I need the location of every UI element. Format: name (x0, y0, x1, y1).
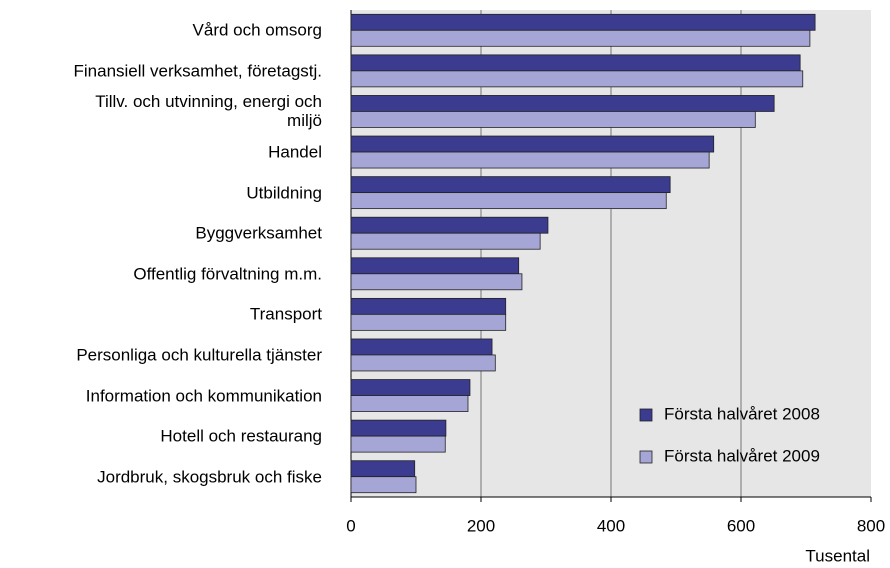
bar (350, 419, 447, 437)
y-tick-label: Jordbruk, skogsbruk och fiske (97, 467, 322, 487)
bar (350, 29, 811, 47)
bar (350, 460, 416, 478)
bar (350, 476, 417, 494)
y-tick-label: Information och kommunikation (85, 386, 322, 406)
bar (350, 151, 710, 169)
x-axis-label: Tusental (805, 546, 870, 565)
bar (350, 354, 496, 372)
bar (350, 216, 549, 234)
bar (350, 13, 816, 31)
bar (350, 313, 507, 331)
x-tick-label: 0 (346, 516, 355, 535)
bar (350, 435, 446, 453)
x-tick-label: 600 (727, 516, 755, 535)
legend-label: Första halvåret 2009 (664, 446, 820, 465)
bar (350, 379, 471, 396)
bar (350, 95, 775, 112)
y-tick-label: Vård och omsorg (192, 20, 322, 40)
x-tick-label: 800 (857, 516, 885, 535)
bar (350, 111, 756, 128)
y-tick-label: Personliga och kulturella tjänster (76, 345, 322, 365)
bar (350, 232, 541, 250)
bar (350, 297, 507, 315)
y-tick-label: Finansiell verksamhet, företagstj. (73, 61, 323, 81)
bar (350, 135, 715, 153)
legend-label: Första halvåret 2008 (664, 404, 820, 423)
y-tick-label: Utbildning (246, 183, 322, 203)
bar (350, 192, 667, 210)
y-tick-label: Tillv. och utvinning, energi och miljö (95, 92, 322, 131)
y-tick-label: Byggverksamhet (195, 223, 322, 243)
bar (350, 395, 469, 412)
bar (350, 70, 804, 88)
x-tick-label: 200 (467, 516, 495, 535)
y-tick-label: Handel (268, 142, 322, 162)
y-tick-label: Hotell och restaurang (160, 426, 322, 446)
legend-swatch (639, 450, 653, 464)
bar (350, 338, 493, 356)
legend-swatch (639, 408, 653, 422)
bar (350, 54, 801, 72)
y-tick-label: Offentlig förvaltning m.m. (133, 264, 322, 284)
bar (350, 273, 523, 291)
bar (350, 176, 671, 194)
x-tick-label: 400 (597, 516, 625, 535)
y-tick-label: Transport (249, 304, 322, 324)
bar (350, 257, 520, 275)
